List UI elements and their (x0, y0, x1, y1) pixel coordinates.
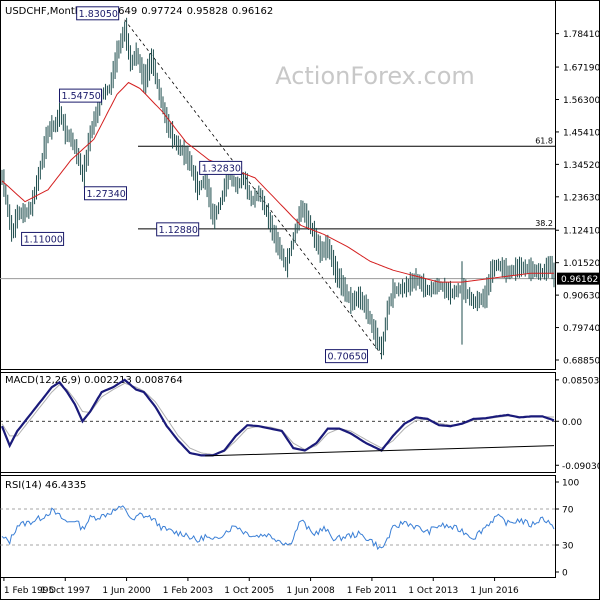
price-trendline (124, 19, 382, 355)
annotation-box (156, 222, 200, 237)
moving-average-line (1, 81, 554, 283)
x-tick-label: 1 Feb 2011 (347, 586, 397, 596)
price-y-label: 1.23630 (563, 193, 600, 203)
annotation-box (84, 186, 127, 201)
rsi-title: RSI(14) 46.4335 (5, 480, 86, 491)
macd-panel-frame (0, 372, 556, 473)
annotation-label: 0.70650 (328, 352, 367, 363)
price-bars (1, 17, 555, 360)
rsi-y-label: 70 (562, 506, 574, 516)
price-y-label: 0.68850 (563, 357, 600, 367)
price-y-label: 1.34520 (563, 161, 600, 171)
x-tick-label: 1 Oct 1997 (40, 586, 90, 596)
fib-level-label: 61.8 (535, 136, 553, 145)
x-tick-label: 1 Jun 2016 (470, 586, 519, 596)
price-y-label: 0.90630 (563, 292, 600, 302)
current-price-label: 0.96162 (561, 275, 598, 285)
price-panel: USDCHF,Monthly0.966490.977240.958280.961… (0, 6, 600, 367)
annotation-label: 1.11000 (24, 234, 63, 245)
annotation-label: 1.83050 (79, 9, 118, 20)
rsi-panel: RSI(14) 46.4335 100 70 30 0 (0, 479, 579, 579)
macd-title: MACD(12,26,9) 0.002213 0.008764 (5, 375, 183, 386)
macd-line (0, 378, 555, 457)
price-y-label: 1.01520 (563, 259, 600, 269)
rsi-y-label: 30 (562, 542, 574, 552)
rsi-y-label: 100 (562, 479, 579, 489)
annotation-box (325, 349, 368, 364)
macd-y-label: -0.090302 (562, 462, 600, 472)
header-close: 0.96162 (232, 6, 273, 17)
annotation-label: 1.27340 (87, 189, 126, 200)
annotation-box (76, 6, 120, 21)
price-panel-frame (0, 0, 556, 370)
fib-level-label: 38.2 (535, 219, 553, 228)
x-tick-label: 1 Oct 2013 (408, 586, 458, 596)
price-header: USDCHF,Monthly0.966490.977240.958280.961… (5, 6, 273, 17)
x-tick-label: 1 Feb 2003 (163, 586, 213, 596)
annotation-label: 1.54750 (62, 91, 101, 102)
annotation-box (21, 231, 65, 246)
header-low: 0.95828 (187, 6, 228, 17)
current-price-box (557, 272, 599, 285)
price-y-label: 1.56300 (563, 96, 600, 106)
macd-panel: MACD(12,26,9) 0.002213 0.008764 0.085032… (0, 375, 600, 472)
annotation-box (59, 88, 102, 103)
x-tick-label: 1 Jun 2000 (102, 586, 151, 596)
rsi-panel-frame (0, 475, 556, 578)
watermark: ActionForex.com (275, 62, 475, 90)
macd-y-label: 0.00 (562, 418, 582, 428)
rsi-line (1, 505, 555, 551)
price-y-label: 0.79740 (563, 324, 600, 334)
annotation-box (199, 160, 243, 175)
rsi-y-label: 0 (562, 569, 568, 579)
macd-trendline (205, 445, 555, 457)
price-y-label: 1.67190 (563, 64, 600, 74)
header-high: 0.97724 (141, 6, 182, 17)
annotation-label: 1.32830 (202, 163, 241, 174)
header-symbol: USDCHF,Monthly (5, 6, 90, 17)
x-tick-label: 1 Jun 2008 (286, 586, 335, 596)
price-y-label: 1.12410 (563, 227, 600, 237)
macd-y-label: 0.085032 (562, 376, 600, 386)
annotation-label: 1.12880 (159, 225, 198, 236)
x-tick-label: 1 Oct 2005 (224, 586, 274, 596)
x-tick-label: 1 Feb 1995 (4, 586, 54, 596)
price-y-label: 1.45410 (563, 128, 600, 138)
price-y-label: 1.78410 (563, 30, 600, 40)
